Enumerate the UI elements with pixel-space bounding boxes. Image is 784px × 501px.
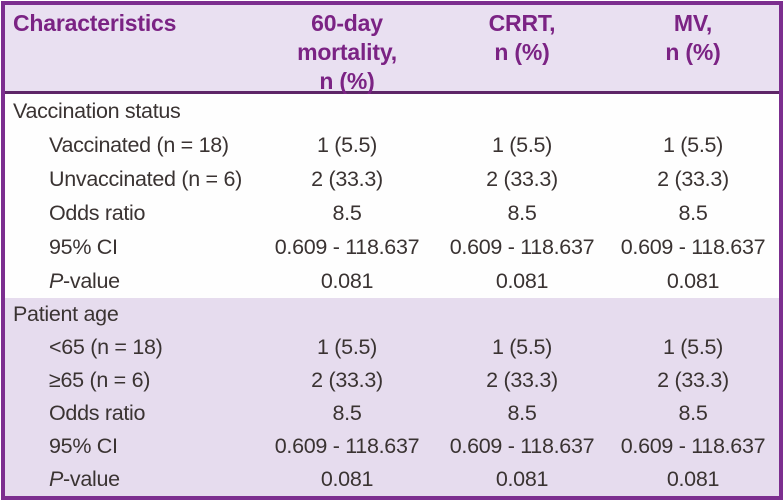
table-row: ≥65 (n = 6) 2 (33.3) 2 (33.3) 2 (33.3) xyxy=(5,364,779,397)
table-cell: 2 (33.3) xyxy=(657,166,729,191)
table-row: P-value 0.081 0.081 0.081 xyxy=(5,463,779,496)
table-cell: 1 (5.5) xyxy=(491,335,553,359)
row-label-text: Vaccinated (n = 18) xyxy=(49,132,229,157)
section-patient-age: Patient age <65 (n = 18) 1 (5.5) 1 (5.5)… xyxy=(5,298,779,496)
table-cell: 1 (5.5) xyxy=(662,335,724,359)
row-label-text: Unvaccinated (n = 6) xyxy=(49,166,242,191)
row-label: Odds ratio xyxy=(5,401,257,426)
row-label-text: 95% CI xyxy=(49,434,118,458)
section-vaccination-status: Vaccination status Vaccinated (n = 18) 1… xyxy=(5,94,779,298)
row-label-text: -value xyxy=(63,467,120,491)
header-crrt: CRRT, n (%) xyxy=(488,10,556,65)
table-cell: 2 (33.3) xyxy=(311,368,383,392)
header-60day-mortality: 60-day mortality, n (%) xyxy=(297,10,397,94)
table-cell: 8.5 xyxy=(507,200,537,225)
table-row: Odds ratio 8.5 8.5 8.5 xyxy=(5,196,779,230)
table-cell: 1 (5.5) xyxy=(316,132,378,157)
section-header-row: Patient age xyxy=(5,298,779,331)
table-row: Unvaccinated (n = 6) 2 (33.3) 2 (33.3) 2… xyxy=(5,162,779,196)
row-label-text: Odds ratio xyxy=(49,401,146,425)
row-label: P-value xyxy=(5,269,257,294)
row-label-text: Odds ratio xyxy=(49,200,146,225)
table-cell: 2 (33.3) xyxy=(657,368,729,392)
table-cell: 0.609 - 118.637 xyxy=(274,434,420,458)
row-label: Vaccinated (n = 18) xyxy=(5,133,257,158)
table-cell: 0.081 xyxy=(495,467,549,491)
table-cell: 2 (33.3) xyxy=(486,368,558,392)
table-cell: 0.609 - 118.637 xyxy=(620,234,766,259)
table-row: 95% CI 0.609 - 118.637 0.609 - 118.637 0… xyxy=(5,230,779,264)
table-cell: 0.081 xyxy=(495,268,549,293)
row-label-text: -value xyxy=(63,268,120,293)
table-cell: 1 (5.5) xyxy=(662,132,724,157)
table-cell: 8.5 xyxy=(678,401,708,425)
header-characteristics: Characteristics xyxy=(13,10,177,36)
section-header-row: Vaccination status xyxy=(5,94,779,128)
table-cell: 0.081 xyxy=(320,268,374,293)
table-cell: 1 (5.5) xyxy=(491,132,553,157)
table-cell: 8.5 xyxy=(678,200,708,225)
section-title: Patient age xyxy=(13,302,119,326)
table-row: Vaccinated (n = 18) 1 (5.5) 1 (5.5) 1 (5… xyxy=(5,128,779,162)
row-label: P-value xyxy=(5,467,257,492)
table-cell: 8.5 xyxy=(332,200,362,225)
row-label-italic: P xyxy=(49,268,64,293)
row-label: ≥65 (n = 6) xyxy=(5,368,257,393)
row-label: 95% CI xyxy=(5,434,257,459)
table-cell: 0.609 - 118.637 xyxy=(274,234,420,259)
table-cell: 0.081 xyxy=(666,268,720,293)
table-cell: 0.609 - 118.637 xyxy=(620,434,766,458)
row-label: 95% CI xyxy=(5,235,257,260)
section-title: Vaccination status xyxy=(13,98,181,123)
row-label: Odds ratio xyxy=(5,201,257,226)
table-row: 95% CI 0.609 - 118.637 0.609 - 118.637 0… xyxy=(5,430,779,463)
row-label: <65 (n = 18) xyxy=(5,335,257,360)
table-cell: 0.609 - 118.637 xyxy=(449,434,595,458)
table-row: <65 (n = 18) 1 (5.5) 1 (5.5) 1 (5.5) xyxy=(5,331,779,364)
table-row: P-value 0.081 0.081 0.081 xyxy=(5,264,779,298)
header-mv: MV, n (%) xyxy=(665,10,721,65)
table-row: Odds ratio 8.5 8.5 8.5 xyxy=(5,397,779,430)
table-header-row: Characteristics 60-day mortality, n (%) … xyxy=(5,5,779,94)
table-cell: 0.609 - 118.637 xyxy=(449,234,595,259)
table-cell: 0.081 xyxy=(666,467,720,491)
table-cell: 2 (33.3) xyxy=(486,166,558,191)
table-cell: 1 (5.5) xyxy=(316,335,378,359)
row-label: Unvaccinated (n = 6) xyxy=(5,167,257,192)
row-label-text: <65 (n = 18) xyxy=(49,335,163,359)
row-label-text: ≥65 (n = 6) xyxy=(49,368,151,392)
table-cell: 8.5 xyxy=(507,401,537,425)
row-label-italic: P xyxy=(49,467,64,491)
table-cell: 8.5 xyxy=(332,401,362,425)
row-label-text: 95% CI xyxy=(49,234,118,259)
table-cell: 2 (33.3) xyxy=(311,166,383,191)
table-cell: 0.081 xyxy=(320,467,374,491)
